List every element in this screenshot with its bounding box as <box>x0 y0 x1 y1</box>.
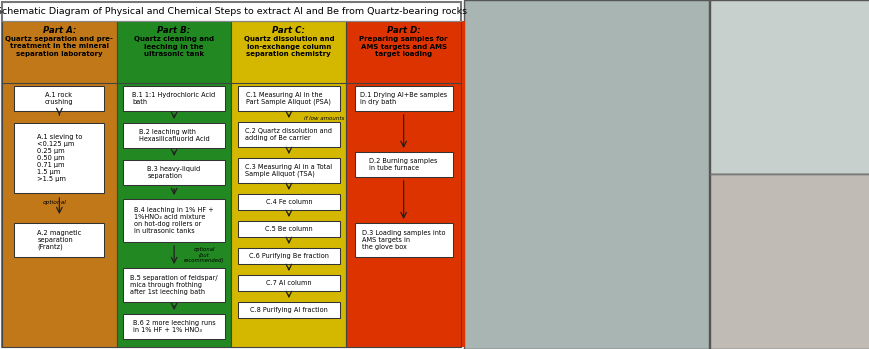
Text: optional: optional <box>43 200 66 205</box>
Text: Quartz dissolution and
Ion-exchange column
separation chemistry: Quartz dissolution and Ion-exchange colu… <box>243 36 334 57</box>
Text: Quartz separation and pre-
treatment in the mineral
separation laboratory: Quartz separation and pre- treatment in … <box>5 36 113 57</box>
Text: B.1 1:1 Hydrochloric Acid
bath: B.1 1:1 Hydrochloric Acid bath <box>132 92 216 105</box>
Text: A.1 sieving to
<0.125 μm
0.25 μm
0.50 μm
0.71 μm
1.5 μm
>1.5 μm: A.1 sieving to <0.125 μm 0.25 μm 0.50 μm… <box>36 134 82 182</box>
Bar <box>15 223 104 257</box>
Bar <box>237 86 340 111</box>
Bar <box>2 21 116 347</box>
Text: B.2 leaching with
Hexasilicafluorid Acid: B.2 leaching with Hexasilicafluorid Acid <box>138 129 209 142</box>
Text: D.2 Burning samples
in tube furnace: D.2 Burning samples in tube furnace <box>369 158 437 171</box>
Text: Quartz cleaning and
leeching in the
ultrasonic tank: Quartz cleaning and leeching in the ultr… <box>134 36 214 57</box>
Text: optional
(but
recommended): optional (but recommended) <box>183 247 224 263</box>
Bar <box>237 248 340 264</box>
Text: Part B:: Part B: <box>157 26 190 35</box>
Text: A.1 rock
crushing: A.1 rock crushing <box>45 92 74 105</box>
Bar <box>709 174 869 349</box>
Bar <box>231 21 346 347</box>
Bar <box>355 223 452 257</box>
Text: Part C:: Part C: <box>272 26 305 35</box>
Bar <box>346 21 461 347</box>
Text: Preparing samples for
AMS targets and AMS
target loading: Preparing samples for AMS targets and AM… <box>359 36 448 57</box>
Text: C.5 Be column: C.5 Be column <box>265 226 312 232</box>
Text: D.3 Loading samples into
AMS targets in
the glove box: D.3 Loading samples into AMS targets in … <box>362 230 445 250</box>
Text: C.3 Measuring Al in a Total
Sample Aliquot (TSA): C.3 Measuring Al in a Total Sample Aliqu… <box>245 164 332 177</box>
Bar <box>463 0 708 349</box>
Bar <box>123 314 225 339</box>
Text: A.2 magnetic
separation
(Frantz): A.2 magnetic separation (Frantz) <box>37 230 82 250</box>
Text: C.8 Purifying Al fraction: C.8 Purifying Al fraction <box>249 307 328 313</box>
Text: C.7 Al column: C.7 Al column <box>266 280 311 286</box>
Text: B.3 heavy-liquid
separation: B.3 heavy-liquid separation <box>148 166 201 179</box>
Text: B.5 separation of feldspar/
mica through frothing
after 1st leeching bath: B.5 separation of feldspar/ mica through… <box>130 275 218 295</box>
Text: C.6 Purifying Be fraction: C.6 Purifying Be fraction <box>249 253 328 259</box>
Bar <box>15 123 104 193</box>
Bar <box>355 152 452 177</box>
Bar <box>123 86 225 111</box>
Text: C.4 Fe column: C.4 Fe column <box>265 199 312 205</box>
Bar <box>2 2 461 347</box>
Bar <box>461 21 464 347</box>
Bar <box>123 160 225 185</box>
Text: B.4 leaching in 1% HF +
1%HNO₃ acid mixture
on hot-dog rollers or
in ultrasonic : B.4 leaching in 1% HF + 1%HNO₃ acid mixt… <box>134 207 214 234</box>
Bar <box>15 86 104 111</box>
Bar <box>237 275 340 291</box>
Bar <box>237 194 340 210</box>
Text: Schematic Diagram of Physical and Chemical Steps to extract Al and Be from Quart: Schematic Diagram of Physical and Chemic… <box>0 7 467 16</box>
Bar <box>123 123 225 148</box>
Text: D.1 Drying Al+Be samples
in dry bath: D.1 Drying Al+Be samples in dry bath <box>360 92 447 105</box>
Bar <box>355 86 452 111</box>
Bar <box>709 0 869 174</box>
Text: Part D:: Part D: <box>387 26 420 35</box>
Bar <box>237 221 340 237</box>
Bar <box>123 199 225 242</box>
Bar <box>237 122 340 147</box>
Bar <box>123 268 225 302</box>
Text: C.2 Quartz dissolution and
adding of Be carrier: C.2 Quartz dissolution and adding of Be … <box>245 128 332 141</box>
Text: if low amounts: if low amounts <box>303 117 343 121</box>
Bar <box>237 302 340 318</box>
Bar <box>116 21 231 347</box>
Text: B.6 2 more leeching runs
in 1% HF + 1% HNO₃: B.6 2 more leeching runs in 1% HF + 1% H… <box>133 320 216 333</box>
Text: C.1 Measuring Al in the
Part Sample Aliquot (PSA): C.1 Measuring Al in the Part Sample Aliq… <box>246 92 331 105</box>
Bar <box>237 158 340 183</box>
Text: Part A:: Part A: <box>43 26 76 35</box>
